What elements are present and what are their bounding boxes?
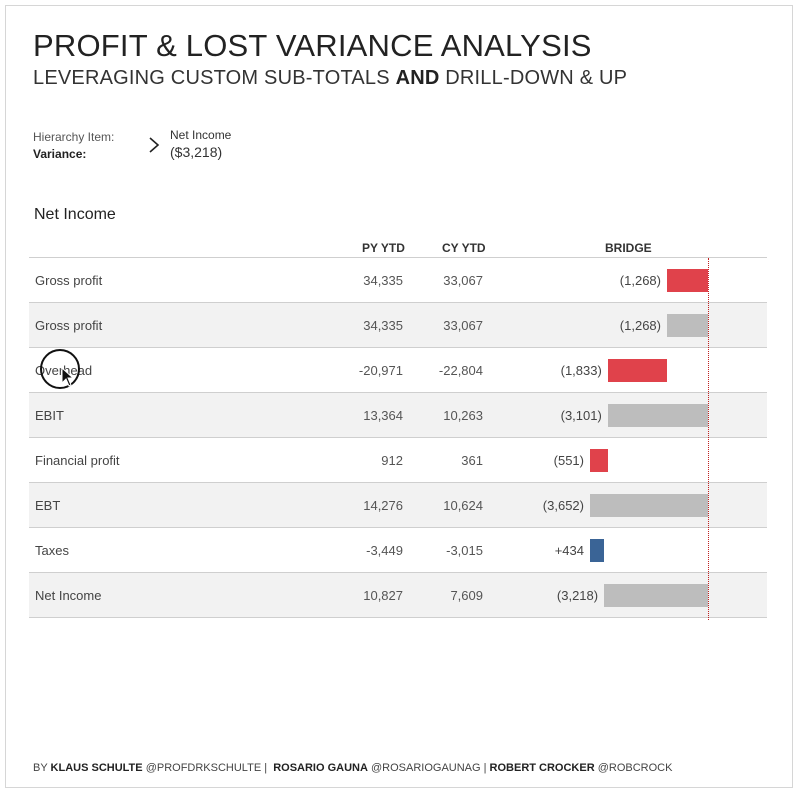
cy-ytd-value: -3,015 [446,543,483,558]
pl-table: Gross profit 34,335 33,067 (1,268) Gross pro… [29,258,767,618]
table-row[interactable]: EBT 14,276 10,624 (3,652) [29,483,767,528]
table-row[interactable]: Gross profit 34,335 33,067 (1,268) [29,258,767,303]
table-row[interactable]: EBIT 13,364 10,263 (3,101) [29,393,767,438]
cy-ytd-value: 33,067 [443,273,483,288]
hierarchy-item-value: Net Income [170,128,232,142]
page-title: PROFIT & LOST VARIANCE ANALYSIS [33,28,592,63]
variance-label: Variance: [33,147,87,161]
row-label[interactable]: EBT [35,498,61,513]
cy-ytd-value: 10,624 [443,498,483,513]
table-row[interactable]: Taxes -3,449 -3,015 +434 [29,528,767,573]
section-title: Net Income [34,206,116,223]
py-ytd-value: 912 [381,453,403,468]
footer-handle-2[interactable]: @ROSARIOGAUNAG | [371,762,487,774]
bridge-bar[interactable] [604,584,708,607]
cy-ytd-value: 10,263 [443,408,483,423]
bridge-bar[interactable] [667,269,708,292]
column-header-cy-ytd: CY YTD [442,241,486,255]
variance-label: (1,268) [619,273,661,288]
column-header-py-ytd: PY YTD [362,241,405,255]
py-ytd-value: 13,364 [363,408,403,423]
variance-label: (551) [553,453,584,468]
bridge-bar[interactable] [590,449,608,472]
subtitle-part1: LEVERAGING CUSTOM SUB-TOTALS [33,67,390,89]
py-ytd-value: -20,971 [358,363,403,378]
table-row[interactable]: Gross profit 34,335 33,067 (1,268) [29,303,767,348]
info-labels: Hierarchy Item: Variance: [33,129,114,163]
row-label[interactable]: EBIT [35,408,64,423]
py-ytd-value: 34,335 [363,273,403,288]
bridge-bar[interactable] [590,494,708,517]
bridge-bar[interactable] [590,539,604,562]
footer-handle-1[interactable]: @PROFDRKSCHULTE | [145,762,268,774]
py-ytd-value: -3,449 [366,543,403,558]
header-divider [29,257,767,258]
hierarchy-item-label: Hierarchy Item: [33,130,115,144]
variance-label: (3,101) [560,408,602,423]
info-values: Net Income ($3,218) [170,128,231,162]
variance-label: (3,218) [556,588,599,603]
footer-by: BY [33,762,48,774]
variance-label: +434 [554,543,584,558]
row-label[interactable]: Taxes [35,543,69,558]
table-row[interactable]: Net Income 10,827 7,609 (3,218) [29,573,767,618]
row-label[interactable]: Financial profit [35,453,120,468]
variance-value: ($3,218) [170,144,223,160]
py-ytd-value: 14,276 [363,498,403,513]
row-label[interactable]: Gross profit [35,318,103,333]
page-subtitle: LEVERAGING CUSTOM SUB-TOTALS AND DRILL-D… [33,67,627,90]
cy-ytd-value: 7,609 [450,588,483,603]
footer-author-3: ROBERT CROCKER [489,762,595,774]
subtitle-bold: AND [395,67,440,89]
row-label[interactable]: Net Income [35,588,102,603]
cy-ytd-value: -22,804 [438,363,483,378]
footer-author-2: ROSARIO GAUNA [273,762,368,774]
footer-credits: BY KLAUS SCHULTE @PROFDRKSCHULTE | ROSAR… [33,762,672,774]
py-ytd-value: 10,827 [363,588,403,603]
py-ytd-value: 34,335 [363,318,403,333]
bridge-bar[interactable] [607,359,667,382]
chevron-right-icon[interactable] [148,137,160,153]
cy-ytd-value: 361 [461,453,483,468]
variance-label: (3,652) [542,498,584,513]
variance-label: (1,268) [619,318,661,333]
footer-author-1: KLAUS SCHULTE [50,762,143,774]
bridge-bar[interactable] [607,404,708,427]
bridge-bar[interactable] [667,314,708,337]
table-row[interactable]: Financial profit 912 361 (551) [29,438,767,483]
footer-handle-3[interactable]: @ROBCROCK [597,762,673,774]
row-label[interactable]: Gross profit [35,273,103,288]
bridge-zero-reference-line [708,258,709,620]
table-row[interactable]: Overhead-20,971-22,804(1,833) [29,348,767,393]
cy-ytd-value: 33,067 [443,318,483,333]
mouse-pointer-icon [61,367,75,387]
cursor-highlight-ring [40,349,80,389]
subtitle-part2: DRILL-DOWN & UP [445,67,628,89]
variance-label: (1,833) [560,363,602,378]
column-header-bridge: BRIDGE [605,241,652,255]
